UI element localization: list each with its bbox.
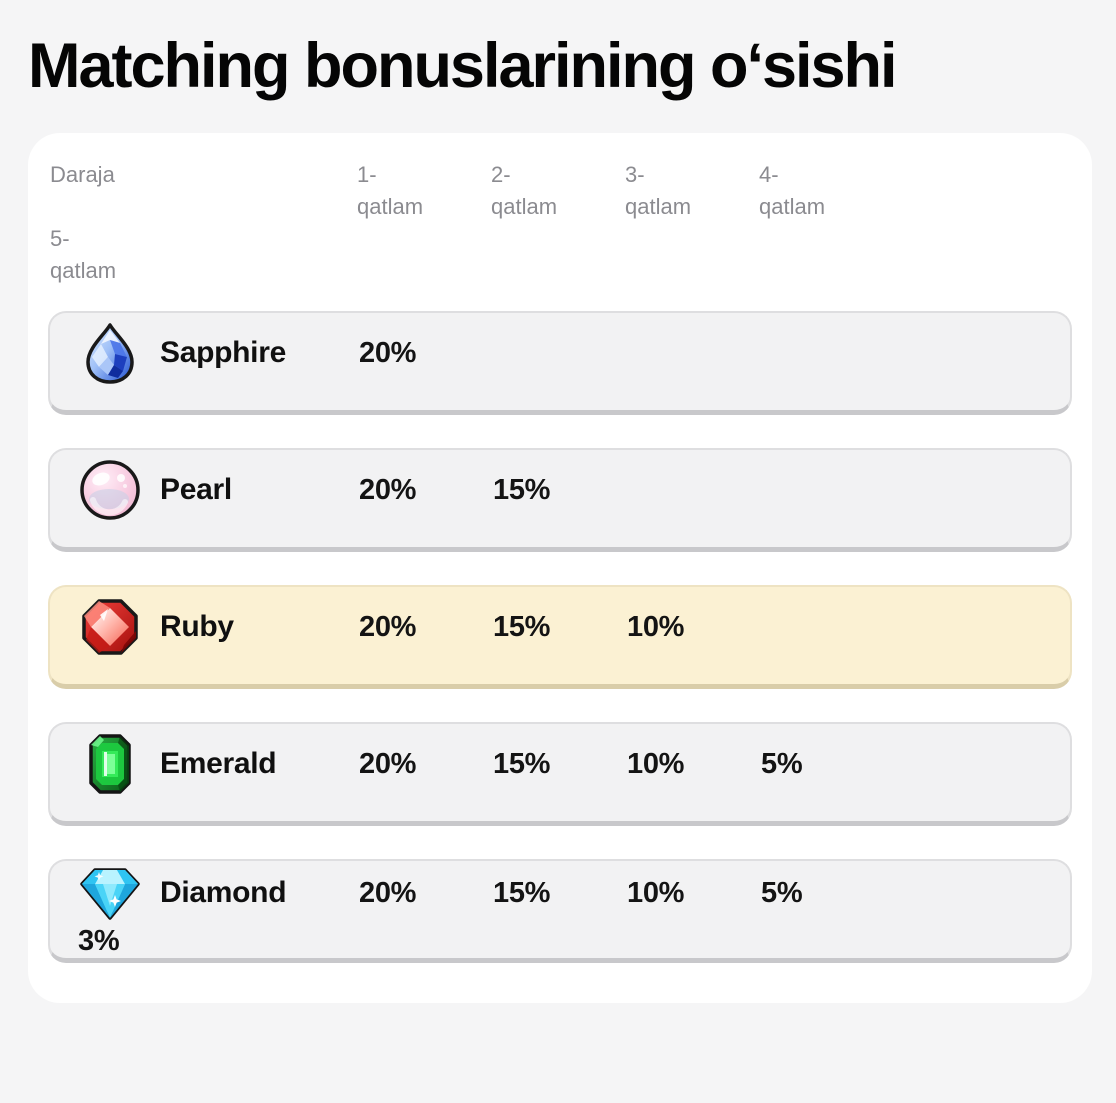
level-row[interactable]: Pearl 20% 15% <box>48 448 1072 553</box>
table-header: Daraja 1-qatlam 2-qatlam 3-qatlam 4-qatl… <box>48 159 1072 287</box>
level-name: Emerald <box>160 747 277 781</box>
page-title: Matching bonuslarining oʻsishi <box>28 31 898 101</box>
level-name: Sapphire <box>160 336 286 370</box>
bonus-value-layer-1: 20% <box>359 336 417 369</box>
bonus-value-layer-3: 10% <box>627 747 685 780</box>
bonus-value-layer-1: 20% <box>359 473 417 506</box>
header-layer-3: 3-qatlam <box>625 162 692 220</box>
bonus-table-card: Daraja 1-qatlam 2-qatlam 3-qatlam 4-qatl… <box>28 133 1092 1004</box>
bonus-value-layer-3: 10% <box>627 876 685 909</box>
bonus-value-layer-4: 5% <box>761 876 803 909</box>
level-name-cell: Pearl <box>78 458 359 522</box>
header-layer-1: 1-qatlam <box>357 162 424 220</box>
header-layer-4: 4-qatlam <box>759 162 826 220</box>
header-layer-2: 2-qatlam <box>491 162 558 220</box>
level-row[interactable]: Sapphire 20% <box>48 311 1072 416</box>
level-name: Ruby <box>160 610 234 644</box>
bonus-value-layer-2: 15% <box>493 747 551 780</box>
ruby-gem-icon <box>78 595 142 659</box>
emerald-gem-icon <box>78 732 142 796</box>
bonus-value-layer-3: 10% <box>627 610 685 643</box>
bonus-value-layer-5: 3% <box>78 925 120 958</box>
header-layer-5: 5-qatlam <box>50 226 117 284</box>
level-name-cell: Ruby <box>78 595 359 659</box>
level-name-cell: Diamond <box>78 861 359 925</box>
level-row[interactable]: Ruby 20% 15% 10% <box>48 585 1072 690</box>
level-row[interactable]: Emerald 20% 15% 10% 5% <box>48 722 1072 827</box>
diamond-gem-icon <box>78 861 142 925</box>
level-name-cell: Emerald <box>78 732 359 796</box>
level-name-cell: Sapphire <box>78 321 359 385</box>
pearl-gem-icon <box>78 458 142 522</box>
header-level: Daraja <box>50 162 115 188</box>
bonus-value-layer-4: 5% <box>761 747 803 780</box>
level-name: Diamond <box>160 876 287 910</box>
bonus-value-layer-1: 20% <box>359 876 417 909</box>
levels-list: Sapphire 20% Pearl 20% 15% Ruby 20% 15% … <box>48 311 1072 964</box>
bonus-value-layer-2: 15% <box>493 473 551 506</box>
bonus-value-layer-2: 15% <box>493 610 551 643</box>
bonus-value-layer-1: 20% <box>359 610 417 643</box>
bonus-value-layer-2: 15% <box>493 876 551 909</box>
level-row[interactable]: Diamond 20% 15% 10% 5% 3% <box>48 859 1072 964</box>
level-name: Pearl <box>160 473 232 507</box>
sapphire-gem-icon <box>78 321 142 385</box>
bonus-value-layer-1: 20% <box>359 747 417 780</box>
